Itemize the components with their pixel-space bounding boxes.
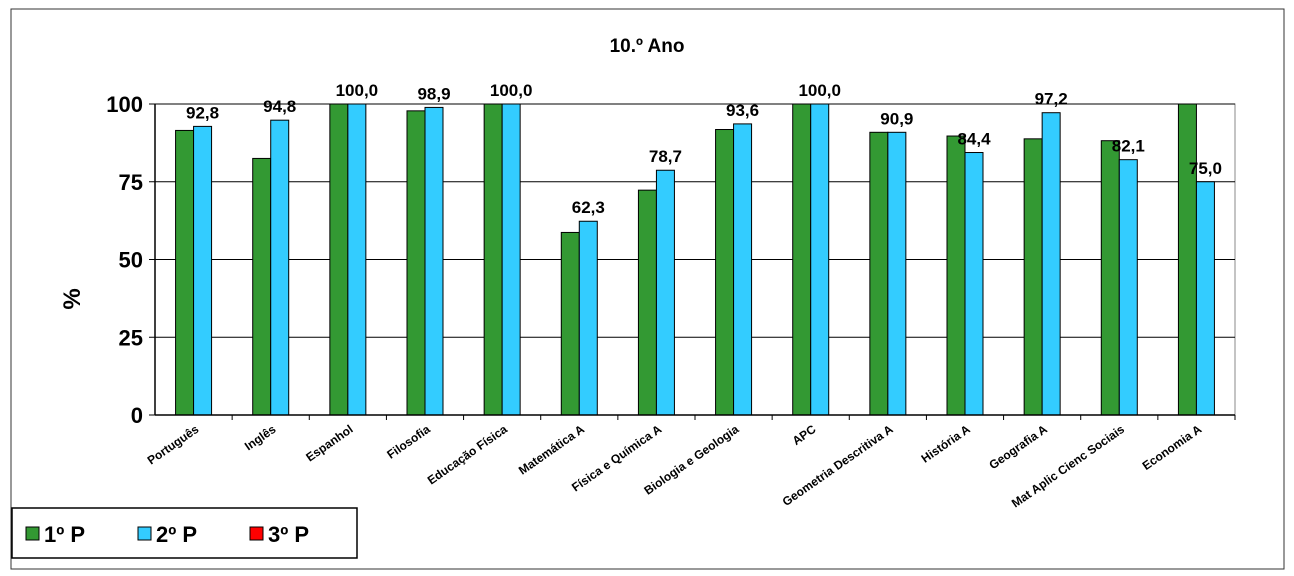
data-label: 100,0 — [798, 81, 841, 100]
data-label: 78,7 — [649, 147, 682, 166]
chart-title: 10.º Ano — [610, 36, 685, 57]
legend-label: 2º P — [156, 522, 197, 547]
data-labels: 92,8 94,8 100,0 98,9 100,0 62,3 78,7 93,6 100,0 9… — [186, 81, 1222, 217]
bar-1p — [329, 103, 349, 416]
data-label: 98,9 — [417, 84, 450, 103]
data-label: 93,6 — [726, 101, 759, 120]
bar-1p — [946, 135, 966, 416]
bar-2p — [578, 220, 598, 416]
bar-2p — [964, 152, 984, 416]
bar-1p — [560, 231, 580, 416]
legend-swatch — [25, 526, 40, 541]
y-tick-label: 50 — [119, 248, 143, 273]
bar-2p — [270, 119, 290, 416]
legend-swatch — [249, 526, 264, 541]
bar-1p — [252, 157, 272, 416]
bar-2p — [1041, 112, 1061, 416]
bar-1p — [869, 131, 889, 416]
bar-1p — [1100, 140, 1120, 416]
bar-1p — [637, 189, 657, 416]
bar-1p — [1177, 103, 1197, 416]
bar-2p — [347, 103, 367, 416]
bar-2p — [193, 125, 213, 416]
data-label: 82,1 — [1112, 137, 1145, 156]
bar-1p — [1023, 138, 1043, 416]
bar-1p — [715, 129, 735, 416]
bar-1p — [792, 103, 812, 416]
bars — [175, 103, 1215, 416]
bar-2p — [810, 103, 830, 416]
y-tick-label: 75 — [119, 170, 143, 195]
bar-2p — [424, 106, 444, 416]
legend-box — [11, 507, 358, 559]
data-label: 75,0 — [1189, 159, 1222, 178]
bar-1p — [483, 103, 503, 416]
data-label: 62,3 — [572, 198, 605, 217]
y-tick-label: 0 — [131, 403, 143, 428]
bar-1p — [175, 129, 195, 416]
data-label: 90,9 — [880, 109, 913, 128]
bar-2p — [733, 123, 753, 416]
bar-2p — [655, 169, 675, 416]
legend-label: 1º P — [44, 522, 85, 547]
data-label: 100,0 — [336, 81, 379, 100]
bar-2p — [501, 103, 521, 416]
y-axis-label: % — [59, 288, 86, 309]
legend-swatch — [137, 526, 152, 541]
bar-1p — [406, 110, 426, 416]
bar-2p — [887, 131, 907, 416]
bar-2p — [1118, 159, 1138, 416]
y-tick-label: 100 — [106, 92, 143, 117]
legend-label: 3º P — [268, 522, 309, 547]
legend: 1º P 2º P 3º P — [11, 507, 358, 559]
data-label: 97,2 — [1035, 90, 1068, 109]
data-label: 94,8 — [263, 97, 296, 116]
y-tick-label: 25 — [119, 325, 143, 350]
data-label: 84,4 — [957, 130, 991, 149]
bar-2p — [1195, 181, 1215, 416]
data-label: 100,0 — [490, 81, 533, 100]
data-label: 92,8 — [186, 103, 219, 122]
